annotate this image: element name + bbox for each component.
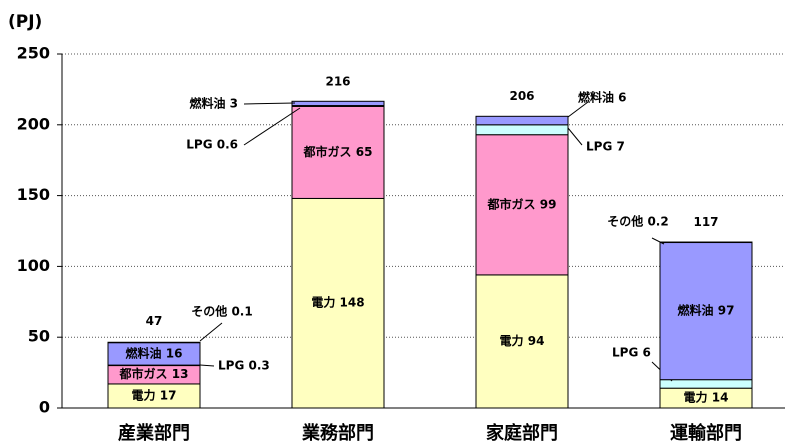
- data-label: その他 0.2: [607, 214, 668, 229]
- data-label: LPG 6: [612, 346, 651, 360]
- total-label: 117: [693, 215, 718, 229]
- data-label: 電力 17: [132, 387, 177, 402]
- bar-segment: [475, 124, 569, 136]
- total-label: 47: [146, 314, 163, 328]
- leader-line: [651, 237, 665, 245]
- data-label: LPG 0.3: [218, 359, 270, 373]
- data-label: 電力 14: [684, 390, 729, 405]
- data-label: 燃料油 6: [578, 90, 627, 105]
- bar-segment: [475, 115, 569, 126]
- data-label: LPG 0.6: [186, 138, 238, 152]
- data-label: 都市ガス 99: [487, 196, 557, 211]
- data-label: 燃料油 97: [678, 303, 735, 318]
- bar-segment: [291, 100, 385, 107]
- y-unit: (PJ): [8, 12, 42, 32]
- data-label: 燃料油 16: [126, 345, 183, 360]
- bar-segment: [291, 105, 385, 199]
- data-label: 都市ガス 65: [303, 144, 373, 159]
- y-tick-label: 150: [17, 185, 50, 204]
- bar-segment: [475, 134, 569, 276]
- x-tick-label: 業務部門: [301, 422, 374, 444]
- data-label: 都市ガス 13: [119, 366, 189, 381]
- leader-line: [567, 101, 589, 118]
- leader-line: [567, 127, 583, 146]
- bar-segment: [107, 341, 201, 344]
- bar-segment: [475, 274, 569, 409]
- bar-segment: [659, 241, 753, 381]
- y-tick-label: 100: [17, 256, 50, 275]
- data-label: 燃料油 3: [189, 96, 238, 111]
- data-label: その他 0.1: [191, 304, 252, 319]
- bar-segment: [659, 241, 753, 244]
- x-tick-label: 運輸部門: [670, 422, 742, 444]
- data-label: 電力 148: [311, 295, 364, 310]
- total-label: 216: [325, 75, 350, 89]
- x-tick-label: 家庭部門: [486, 422, 558, 444]
- x-tick-label: 産業部門: [118, 422, 190, 444]
- bar-segment: [291, 197, 385, 409]
- leader-line: [243, 107, 301, 146]
- bar-segment: [107, 383, 201, 409]
- y-tick-label: 250: [17, 44, 50, 63]
- y-tick-label: 200: [17, 114, 50, 133]
- leader-line: [199, 364, 215, 367]
- y-tick-label: 50: [28, 327, 50, 346]
- y-tick-label: 0: [39, 398, 50, 417]
- leader-line: [243, 102, 296, 105]
- bar-segment: [659, 379, 753, 389]
- total-label: 206: [509, 89, 534, 103]
- data-label: 電力 94: [500, 333, 545, 348]
- leader-line: [199, 322, 223, 342]
- data-label: LPG 7: [586, 140, 625, 154]
